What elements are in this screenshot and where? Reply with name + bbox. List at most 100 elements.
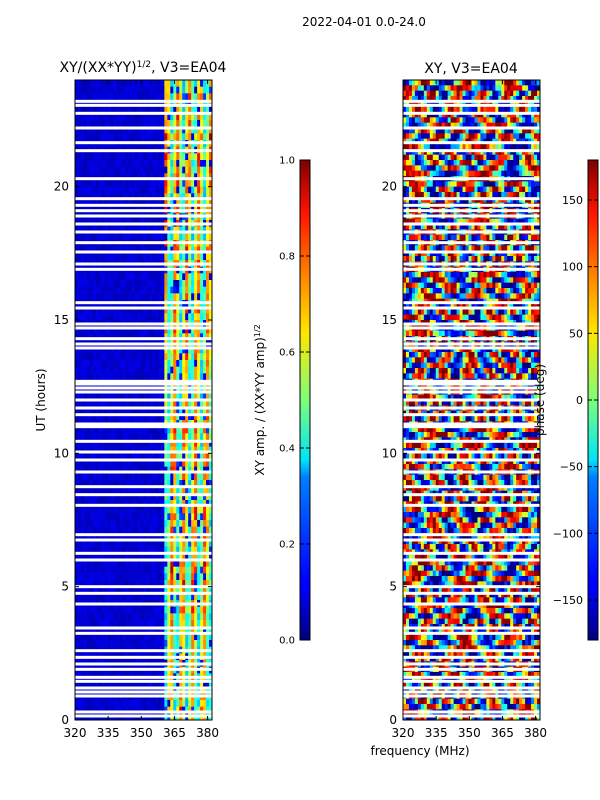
- amp-cell: [107, 200, 112, 208]
- amp-cell: [101, 453, 106, 461]
- amp-cell: [143, 640, 147, 648]
- amp-cell: [98, 540, 103, 548]
- amp-cell: [98, 166, 103, 174]
- amp-cell: [185, 126, 189, 134]
- amp-cell: [158, 613, 162, 621]
- amp-cell: [122, 306, 127, 314]
- amp-flagged-row: [75, 503, 212, 507]
- amp-cell: [83, 640, 88, 648]
- amp-cell: [155, 280, 159, 288]
- amp-cell: [92, 373, 97, 381]
- amp-cell: [182, 126, 186, 134]
- amp-cell: [167, 553, 171, 561]
- amp-cell: [89, 453, 94, 461]
- amp-cell: [83, 366, 88, 374]
- amp-cell: [92, 426, 97, 434]
- amp-cell: [113, 186, 118, 194]
- amp-cell: [176, 160, 180, 168]
- amp-cell: [161, 160, 165, 168]
- amp-flagged-row: [75, 342, 212, 346]
- phase-cell: [450, 128, 455, 134]
- amp-cell: [98, 326, 103, 334]
- amp-cell: [209, 400, 213, 408]
- amp-cell: [149, 333, 153, 341]
- amp-cell: [161, 273, 165, 281]
- amp-cell: [167, 426, 171, 434]
- amp-cell: [101, 126, 106, 134]
- phase-cell: [531, 80, 535, 86]
- amp-cell: [179, 126, 183, 134]
- amp-cell: [152, 506, 156, 514]
- amp-cell: [164, 126, 168, 134]
- amp-cell: [188, 520, 192, 528]
- amp-cell: [83, 313, 88, 321]
- amp-flagged-row: [75, 209, 212, 213]
- amp-cell: [107, 473, 112, 481]
- amp-cell: [164, 520, 168, 528]
- amp-cell: [197, 166, 201, 174]
- amp-cell: [149, 166, 153, 174]
- amp-cell: [131, 486, 135, 494]
- amp-cell: [89, 680, 94, 688]
- amp-flagged-row: [75, 626, 212, 630]
- amp-cell: [146, 80, 150, 88]
- amp-cell: [134, 200, 138, 208]
- phase-cell: [408, 112, 413, 118]
- amp-cell: [158, 486, 162, 494]
- phase-cell: [405, 96, 410, 102]
- amp-cell: [116, 560, 121, 568]
- amp-cell: [176, 120, 180, 128]
- amp-y-axis-label: UT (hours): [34, 368, 48, 431]
- amp-cell: [200, 253, 204, 261]
- amp-cell: [188, 386, 192, 394]
- amp-cell: [146, 466, 150, 474]
- phase-cell: [462, 128, 466, 134]
- amp-cell: [182, 226, 186, 234]
- amp-cell: [203, 373, 207, 381]
- amp-cell: [75, 120, 79, 128]
- amp-cell: [200, 406, 204, 414]
- amp-cell: [200, 506, 204, 514]
- amp-cell: [164, 466, 168, 474]
- amp-cell: [209, 173, 213, 181]
- amp-cell: [203, 526, 207, 534]
- amp-cell: [110, 226, 115, 234]
- amp-cell: [173, 253, 177, 261]
- amp-cell: [161, 686, 165, 694]
- amp-cell: [167, 166, 171, 174]
- amp-cell: [146, 100, 150, 108]
- amp-cell: [134, 233, 138, 241]
- phase-cell: [414, 106, 419, 113]
- amp-x-tick-label: 350: [130, 726, 153, 740]
- amp-cell: [119, 426, 124, 434]
- amp-cell: [200, 286, 204, 294]
- amp-cell: [194, 640, 198, 648]
- amp-cell: [110, 253, 115, 261]
- amp-cell: [119, 366, 124, 374]
- amp-cell: [125, 586, 130, 594]
- amp-cell: [149, 286, 153, 294]
- amp-cell: [152, 466, 156, 474]
- amp-cell: [152, 160, 156, 168]
- amp-cell: [110, 640, 115, 648]
- amp-cell: [98, 373, 103, 381]
- amp-cell: [203, 126, 207, 134]
- amp-cell: [179, 226, 183, 234]
- phase-cell: [453, 90, 458, 97]
- amp-cell: [95, 560, 100, 568]
- amp-cell: [182, 533, 186, 541]
- phase-cell: [420, 122, 425, 129]
- amp-cell: [191, 446, 195, 454]
- amp-cell: [86, 160, 91, 168]
- amp-cell: [206, 586, 210, 594]
- amp-cell: [176, 306, 180, 314]
- amp-cell: [197, 386, 201, 394]
- amp-cell: [152, 100, 156, 108]
- amp-cell: [110, 533, 115, 541]
- amp-cell: [164, 606, 168, 614]
- amp-cell: [158, 80, 162, 88]
- amp-cell: [149, 226, 153, 234]
- phase-cell: [522, 122, 526, 129]
- amp-cell: [200, 580, 204, 588]
- amp-cell: [185, 113, 189, 121]
